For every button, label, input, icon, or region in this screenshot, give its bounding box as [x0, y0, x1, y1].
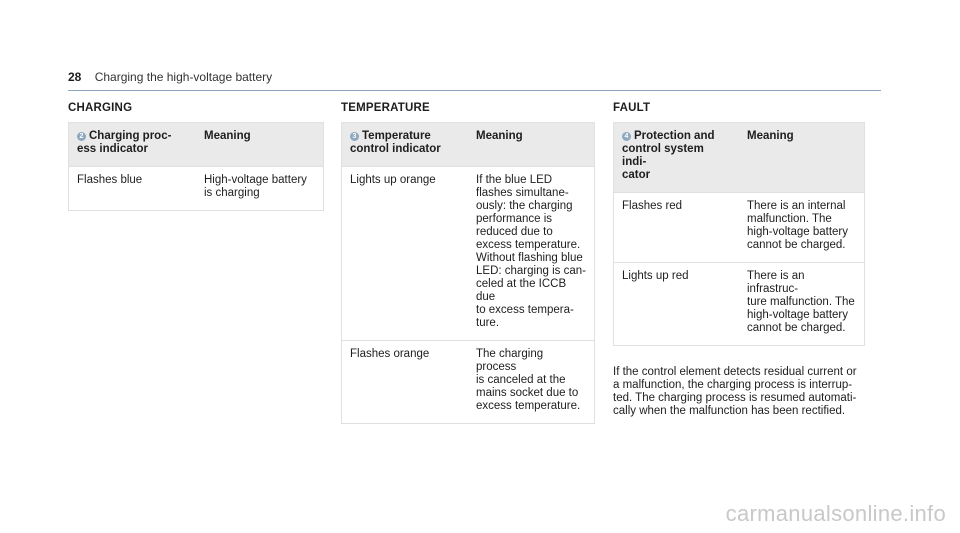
indicator-state: Lights up orange [341, 166, 468, 341]
fault-section: FAULT 4 Protection and control system ind… [613, 102, 865, 418]
callout-number-icon: 3 [350, 132, 359, 141]
column-header-label: Protection and control system indi- cato… [622, 130, 715, 181]
indicator-state: Flashes red [613, 192, 739, 263]
fault-table: 4 Protection and control system indi- cat… [613, 122, 865, 346]
column-header-meaning: Meaning [468, 122, 595, 167]
page-number: 28 [68, 70, 82, 84]
charging-title: CHARGING [68, 102, 133, 114]
charging-section: CHARGING 2 Charging proc- ess indicator M… [68, 102, 324, 211]
column-header-meaning: Meaning [739, 122, 865, 193]
table-row: Lights up red There is an infrastruc- tu… [613, 262, 865, 346]
page-header: 28 Charging the high-voltage battery [68, 70, 881, 91]
table-row: Flashes red There is an internal malfunc… [613, 192, 865, 263]
callout-number-icon: 4 [622, 132, 631, 141]
table-row: Flashes blue High-voltage battery is cha… [68, 166, 324, 211]
table-header-row: 4 Protection and control system indi- cat… [613, 122, 865, 193]
temperature-table: 3 Temperature control indicator Meaning L… [341, 122, 595, 424]
indicator-meaning: If the blue LED flashes simultane- ously… [468, 166, 595, 341]
table-header-row: 2 Charging proc- ess indicator Meaning [68, 122, 324, 167]
indicator-meaning: The charging process is canceled at the … [468, 340, 595, 424]
column-header-meaning: Meaning [196, 122, 324, 167]
fault-title: FAULT [613, 102, 651, 114]
callout-number-icon: 2 [77, 132, 86, 141]
page-title: Charging the high-voltage battery [94, 70, 273, 84]
table-row: Lights up orange If the blue LED flashes… [341, 166, 595, 341]
table-row: Flashes orange The charging process is c… [341, 340, 595, 424]
column-header-label: Temperature control indicator [350, 130, 441, 155]
indicator-meaning: High-voltage battery is charging [196, 166, 324, 211]
watermark: carmanualsonline.info [725, 501, 946, 526]
fault-note: If the control element detects residual … [613, 366, 857, 417]
indicator-state: Lights up red [613, 262, 739, 346]
temperature-title: TEMPERATURE [341, 102, 430, 114]
column-header-label: Charging proc- ess indicator [77, 130, 172, 155]
indicator-state: Flashes orange [341, 340, 468, 424]
charging-table: 2 Charging proc- ess indicator Meaning Fl… [68, 122, 324, 211]
table-header-row: 3 Temperature control indicator Meaning [341, 122, 595, 167]
column-header-indicator: 4 Protection and control system indi- cat… [613, 122, 739, 193]
indicator-meaning: There is an infrastruc- ture malfunction… [739, 262, 865, 346]
column-header-indicator: 3 Temperature control indicator [341, 122, 468, 167]
indicator-meaning: There is an internal malfunction. The hi… [739, 192, 865, 263]
temperature-section: TEMPERATURE 3 Temperature control indicat… [341, 102, 595, 424]
indicator-state: Flashes blue [68, 166, 196, 211]
column-header-indicator: 2 Charging proc- ess indicator [68, 122, 196, 167]
